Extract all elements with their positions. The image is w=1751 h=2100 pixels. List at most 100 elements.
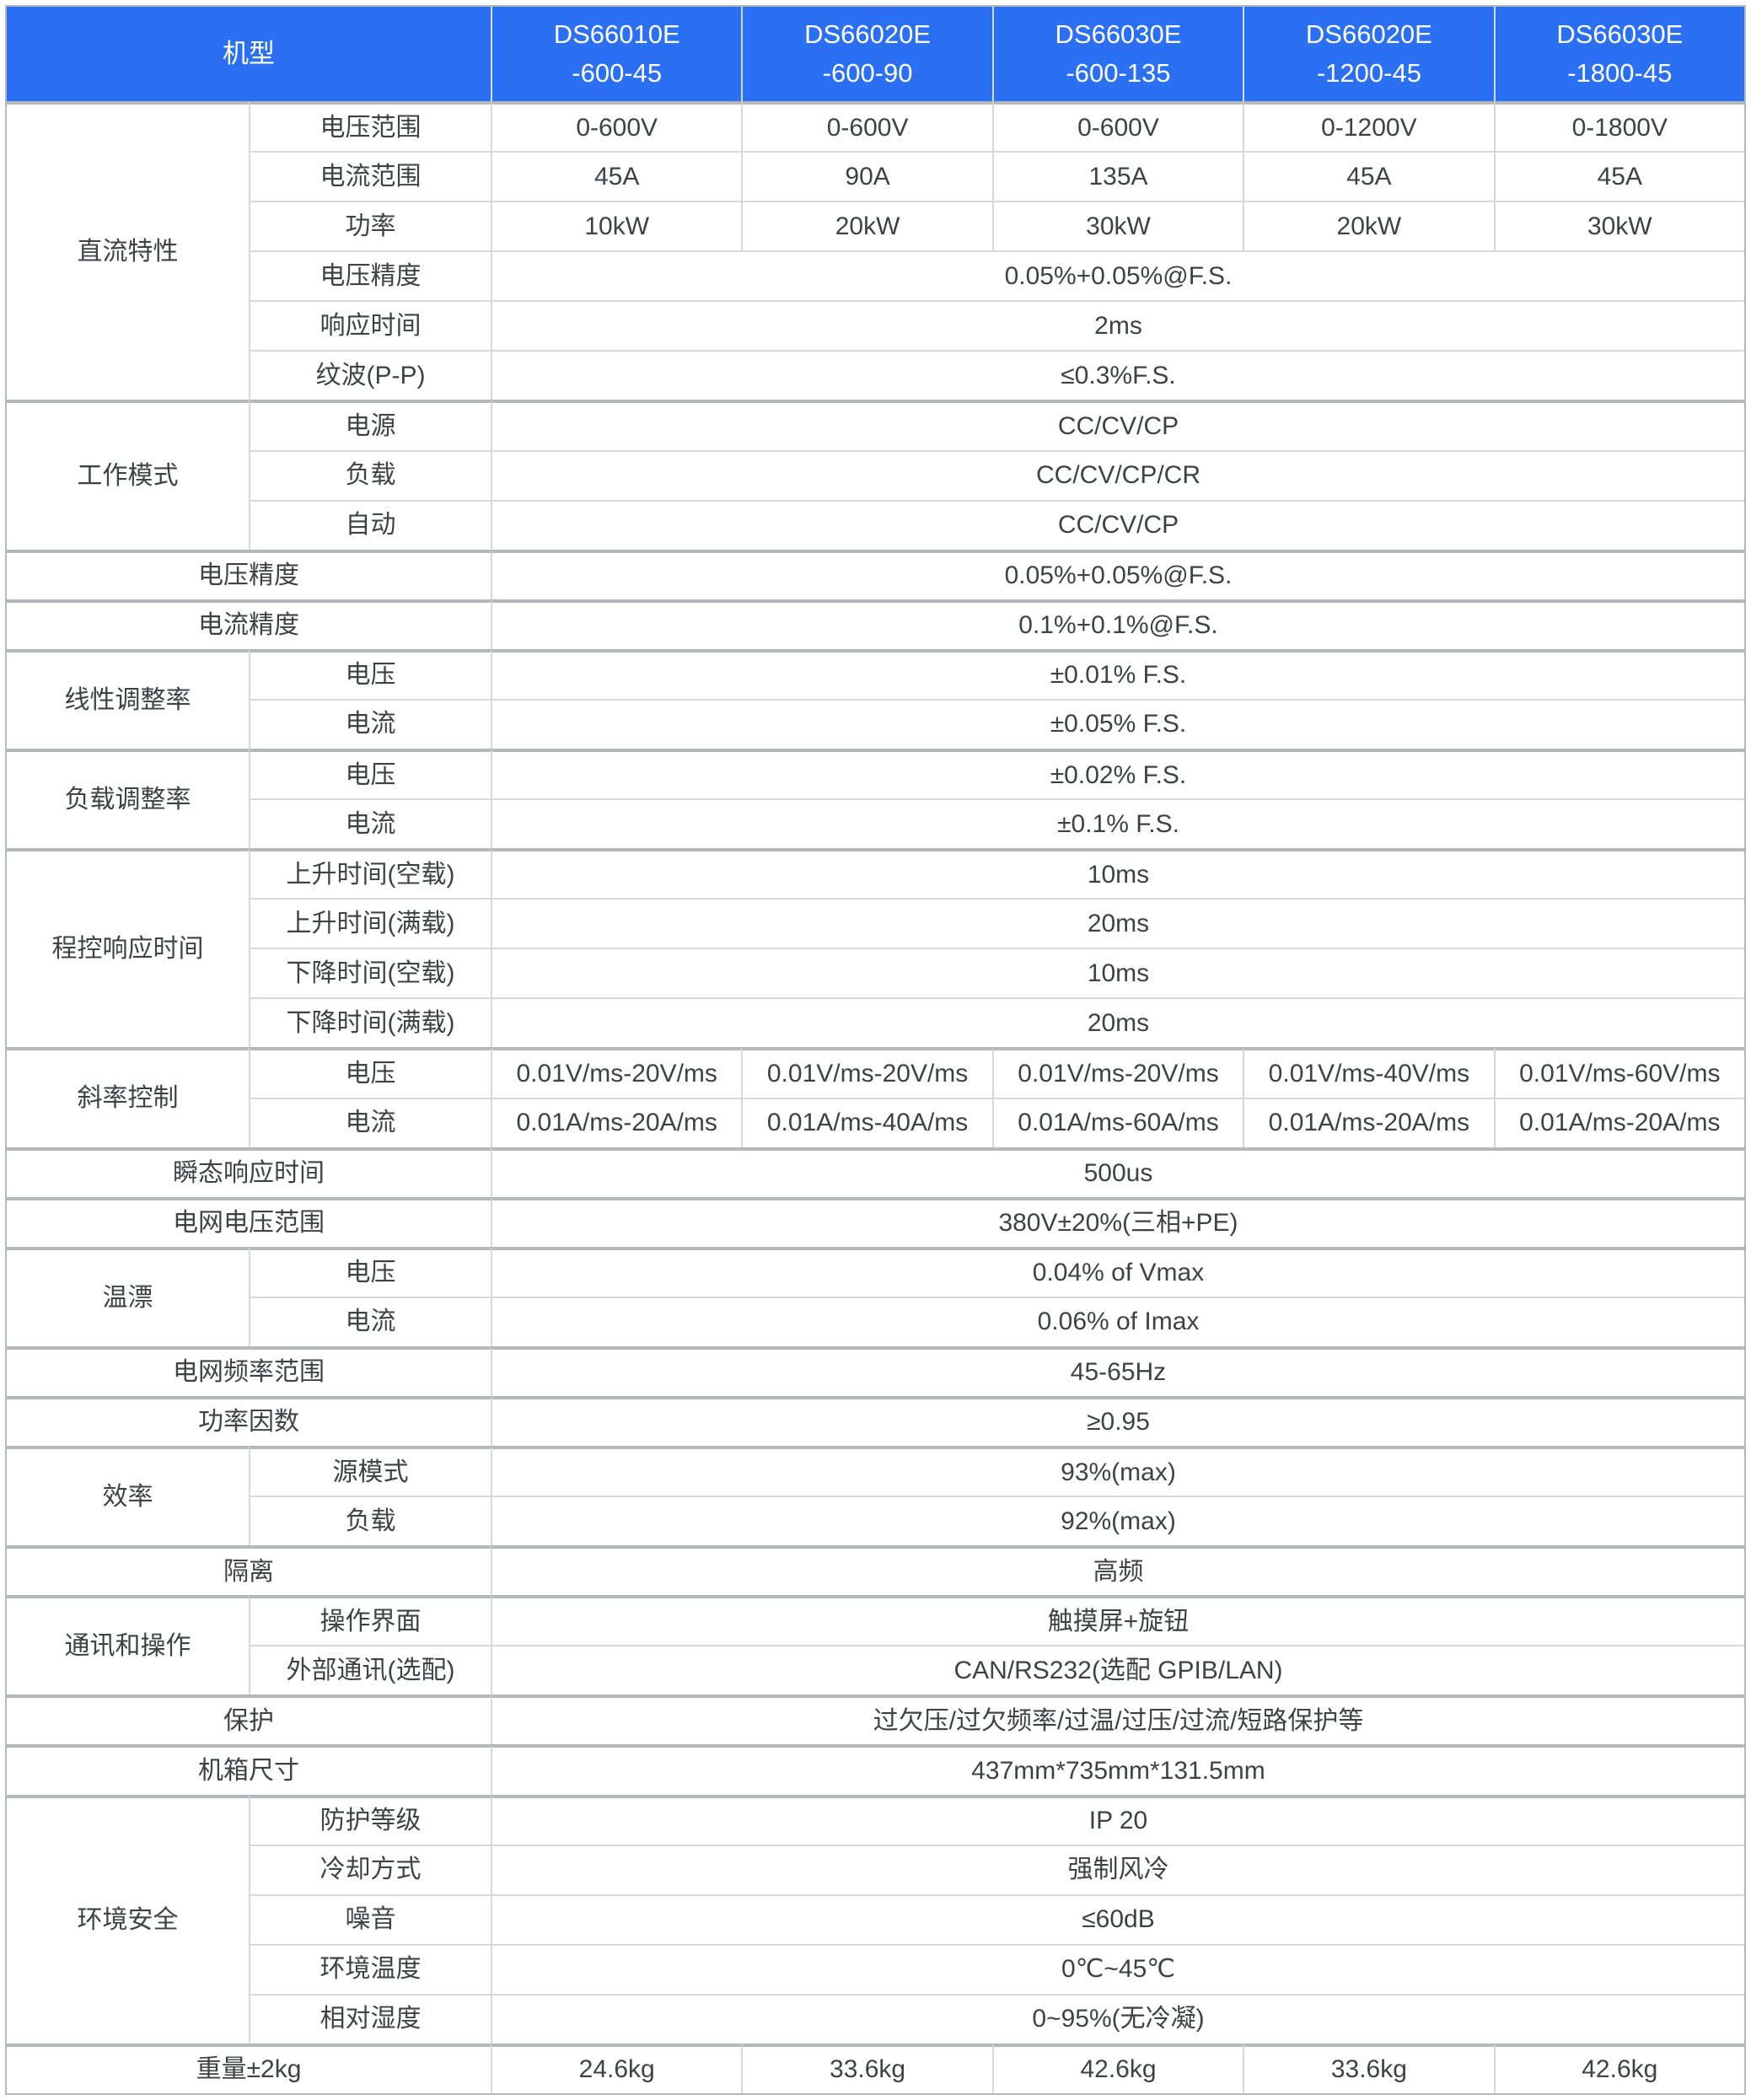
spec-value-cell: 33.6kg bbox=[1243, 2043, 1494, 2093]
spec-value-cell: 0~95%(无冷凝) bbox=[491, 1993, 1744, 2044]
spec-value-cell: 42.6kg bbox=[1493, 2043, 1744, 2093]
spec-label-cell: 上升时间(空载) bbox=[249, 848, 491, 899]
spec-label-cell: 机箱尺寸 bbox=[7, 1744, 491, 1795]
spec-value-cell: 24.6kg bbox=[491, 2043, 742, 2093]
model-suffix: -1200-45 bbox=[1316, 58, 1421, 88]
spec-label-cell: 电流范围 bbox=[249, 151, 491, 201]
spec-label-cell: 纹波(P-P) bbox=[249, 350, 491, 400]
spec-label-cell: 瞬态响应时间 bbox=[7, 1147, 491, 1197]
spec-label-cell: 电源 bbox=[249, 400, 491, 450]
spec-value-cell: 0.06% of Imax bbox=[491, 1296, 1744, 1346]
spec-value-cell: CC/CV/CP bbox=[491, 499, 1744, 550]
spec-value-cell: ≤0.3%F.S. bbox=[491, 350, 1744, 400]
section-group-cell: 程控响应时间 bbox=[7, 848, 249, 1048]
spec-value-cell: 30kW bbox=[1493, 201, 1744, 251]
spec-label-cell: 电压 bbox=[249, 1246, 491, 1297]
section-group-cell: 斜率控制 bbox=[7, 1047, 249, 1147]
spec-label-cell: 下降时间(满载) bbox=[249, 997, 491, 1048]
section-group-cell: 线性调整率 bbox=[7, 648, 249, 749]
section-group-cell: 温漂 bbox=[7, 1246, 249, 1346]
spec-label-cell: 上升时间(满载) bbox=[249, 898, 491, 948]
spec-value-cell: 0.01A/ms-60A/ms bbox=[991, 1097, 1243, 1147]
spec-label-cell: 电流 bbox=[249, 698, 491, 749]
spec-value-cell: 10ms bbox=[491, 848, 1744, 899]
spec-label-cell: 下降时间(空载) bbox=[249, 948, 491, 998]
spec-label-cell: 负载 bbox=[249, 449, 491, 500]
spec-value-cell: IP 20 bbox=[491, 1794, 1744, 1845]
model-header: DS66020E -600-90 bbox=[741, 7, 992, 101]
spec-value-cell: 0.1%+0.1%@F.S. bbox=[491, 599, 1744, 649]
spec-value-cell: 0.01A/ms-40A/ms bbox=[741, 1097, 992, 1147]
spec-value-cell: 0.01V/ms-20V/ms bbox=[741, 1047, 992, 1098]
spec-label-cell: 电流 bbox=[249, 1097, 491, 1147]
spec-value-cell: 0.05%+0.05%@F.S. bbox=[491, 250, 1744, 301]
section-group-cell: 环境安全 bbox=[7, 1794, 249, 2044]
spec-label-cell: 重量±2kg bbox=[7, 2043, 491, 2093]
spec-value-cell: 500us bbox=[491, 1147, 1744, 1197]
spec-value-cell: 触摸屏+旋钮 bbox=[491, 1595, 1744, 1646]
spec-value-cell: 20kW bbox=[741, 201, 992, 251]
section-group-cell: 效率 bbox=[7, 1446, 249, 1546]
spec-value-cell: ≤60dB bbox=[491, 1893, 1744, 1944]
spec-label-cell: 电网电压范围 bbox=[7, 1196, 491, 1247]
spec-value-cell: 135A bbox=[991, 151, 1243, 201]
spec-label-cell: 功率 bbox=[249, 201, 491, 251]
spec-value-cell: 0-600V bbox=[741, 101, 992, 152]
spec-label-cell: 环境温度 bbox=[249, 1943, 491, 1994]
model-suffix: -600-45 bbox=[572, 58, 663, 88]
spec-value-cell: 0-600V bbox=[491, 101, 742, 152]
spec-value-cell: 45A bbox=[1243, 151, 1494, 201]
spec-value-cell: 强制风冷 bbox=[491, 1844, 1744, 1894]
spec-label-cell: 电网频率范围 bbox=[7, 1345, 491, 1396]
spec-value-cell: 10ms bbox=[491, 948, 1744, 998]
spec-label-cell: 电流精度 bbox=[7, 599, 491, 649]
model-name: DS66030E bbox=[1556, 19, 1684, 49]
spec-table: 机型 DS66010E -600-45 DS66020E -600-90 DS66030E… bbox=[5, 5, 1746, 2095]
section-group-cell: 通讯和操作 bbox=[7, 1595, 249, 1695]
spec-value-cell: 20ms bbox=[491, 898, 1744, 948]
spec-label-cell: 噪音 bbox=[249, 1893, 491, 1944]
spec-label-cell: 响应时间 bbox=[249, 300, 491, 351]
spec-value-cell: 30kW bbox=[991, 201, 1243, 251]
spec-label-cell: 操作界面 bbox=[249, 1595, 491, 1646]
spec-value-cell: ±0.01% F.S. bbox=[491, 648, 1744, 699]
section-group-cell: 直流特性 bbox=[7, 101, 249, 400]
spec-value-cell: 0-1200V bbox=[1243, 101, 1494, 152]
spec-label-cell: 电压 bbox=[249, 1047, 491, 1098]
spec-label-cell: 电压 bbox=[249, 648, 491, 699]
section-group-cell: 工作模式 bbox=[7, 400, 249, 550]
spec-value-cell: 0.01V/ms-60V/ms bbox=[1493, 1047, 1744, 1098]
spec-label-cell: 电压精度 bbox=[249, 250, 491, 301]
spec-label-cell: 冷却方式 bbox=[249, 1844, 491, 1894]
spec-value-cell: 437mm*735mm*131.5mm bbox=[491, 1744, 1744, 1795]
spec-value-cell: 高频 bbox=[491, 1545, 1744, 1596]
spec-value-cell: CC/CV/CP bbox=[491, 400, 1744, 450]
model-header: DS66030E -1800-45 bbox=[1493, 7, 1744, 101]
spec-value-cell: 10kW bbox=[491, 201, 742, 251]
spec-value-cell: 0.01V/ms-20V/ms bbox=[491, 1047, 742, 1098]
spec-label-cell: 电压 bbox=[249, 748, 491, 799]
model-name: DS66030E bbox=[1055, 19, 1182, 49]
spec-value-cell: ±0.02% F.S. bbox=[491, 748, 1744, 799]
spec-value-cell: 20kW bbox=[1243, 201, 1494, 251]
spec-value-cell: 0.05%+0.05%@F.S. bbox=[491, 549, 1744, 599]
spec-value-cell: 0-1800V bbox=[1493, 101, 1744, 152]
spec-value-cell: CC/CV/CP/CR bbox=[491, 449, 1744, 500]
spec-value-cell: ≥0.95 bbox=[491, 1395, 1744, 1447]
spec-value-cell: 42.6kg bbox=[991, 2043, 1243, 2093]
spec-label-cell: 电流 bbox=[249, 1296, 491, 1346]
spec-value-cell: 45-65Hz bbox=[491, 1345, 1744, 1396]
model-header: DS66010E -600-45 bbox=[491, 7, 742, 101]
model-name: DS66020E bbox=[1305, 19, 1432, 49]
spec-value-cell: 20ms bbox=[491, 997, 1744, 1048]
spec-value-cell: 过欠压/过欠频率/过温/过压/过流/短路保护等 bbox=[491, 1695, 1744, 1745]
spec-label-cell: 电压精度 bbox=[7, 549, 491, 599]
spec-value-cell: 0.01V/ms-20V/ms bbox=[991, 1047, 1243, 1098]
section-group-cell: 负载调整率 bbox=[7, 748, 249, 849]
spec-label-cell: 功率因数 bbox=[7, 1395, 491, 1447]
spec-label-cell: 源模式 bbox=[249, 1446, 491, 1496]
spec-value-cell: CAN/RS232(选配 GPIB/LAN) bbox=[491, 1645, 1744, 1695]
spec-label-cell: 保护 bbox=[7, 1695, 491, 1745]
spec-label-cell: 防护等级 bbox=[249, 1794, 491, 1845]
